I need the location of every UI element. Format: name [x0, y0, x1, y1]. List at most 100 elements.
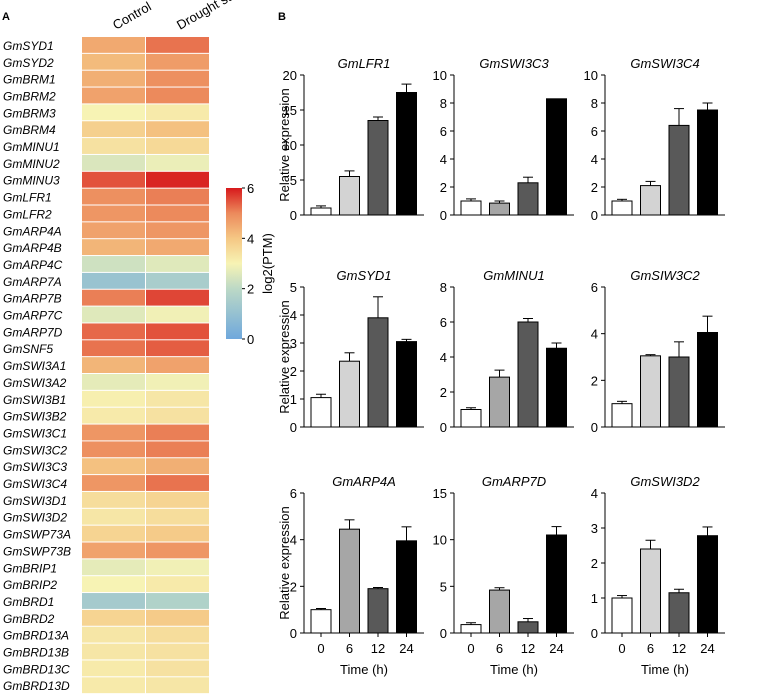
panel-b-label: B: [278, 11, 286, 23]
heatmap-row-label: GmBRD13C: [3, 662, 70, 676]
x-tick-label: 6: [647, 641, 654, 656]
colorbar-tick-label: 2: [247, 282, 254, 297]
heatmap-row-label: GmBRIP2: [3, 578, 57, 592]
heatmap-row-label: GmBRM1: [3, 73, 56, 87]
heatmap-cell: [82, 53, 145, 70]
bar: [367, 120, 389, 216]
bar: [517, 621, 539, 634]
x-axis-label: Time (h): [340, 662, 388, 677]
bar: [697, 535, 718, 634]
heatmap-cell: [82, 374, 145, 390]
heatmap-cell: [82, 205, 145, 222]
y-tick-label: 3: [290, 336, 297, 351]
heatmap-cell: [82, 340, 145, 357]
heatmap-cell: [82, 660, 145, 677]
chart-title: GmARP7D: [482, 474, 546, 489]
y-tick-label: 0: [591, 208, 598, 223]
bar: [339, 528, 360, 634]
heatmap-cell: [146, 222, 209, 239]
heatmap-cell: [146, 272, 209, 289]
y-tick-label: 0: [290, 420, 297, 435]
heatmap-cell: [82, 154, 145, 171]
x-tick-label: 24: [549, 641, 563, 656]
bar: [640, 185, 661, 216]
bar: [668, 356, 690, 428]
y-tick-label: 6: [591, 280, 598, 295]
bar: [668, 124, 690, 216]
heatmap-row-label: GmMINU3: [3, 174, 60, 188]
heatmap-row-label: GmSWI3C3: [3, 460, 67, 474]
heatmap-cell: [146, 508, 209, 525]
bar: [310, 609, 332, 634]
heatmap-row-label: GmSWI3C1: [3, 426, 67, 440]
y-tick-label: 4: [591, 486, 598, 501]
bar: [489, 202, 510, 216]
heatmap-row-label: GmSWI3B1: [3, 393, 66, 407]
bar: [640, 548, 661, 634]
y-axis-label: Relative expression: [277, 88, 292, 201]
heatmap-row-label: GmSWP73A: [3, 528, 71, 542]
y-tick-label: 15: [283, 103, 297, 118]
heatmap-cell: [82, 87, 145, 104]
heatmap-cell: [82, 256, 145, 272]
heatmap-cell: [82, 559, 145, 576]
heatmap-row-label: GmARP7C: [3, 309, 63, 323]
heatmap-cell: [146, 593, 209, 609]
y-tick-label: 6: [591, 124, 598, 139]
x-axis-label: Time (h): [490, 662, 538, 677]
heatmap-cell: [82, 239, 145, 256]
heatmap-cell: [82, 289, 145, 306]
bar: [611, 403, 633, 428]
y-tick-label: 6: [290, 486, 297, 501]
heatmap-row-label: GmSYD2: [3, 56, 54, 70]
bar-chart-panel: GmLFR1 0 5 10 15 20 Relative expression: [277, 56, 424, 223]
bar: [460, 200, 482, 216]
y-tick-label: 0: [440, 420, 447, 435]
x-tick-label: 24: [399, 641, 413, 656]
y-tick-label: 0: [591, 626, 598, 641]
heatmap-row-label: GmSWI3B2: [3, 410, 67, 424]
y-tick-label: 1: [290, 392, 297, 407]
bar-chart-panel: GmARP7D 0 5 10 15 0 6 12 24 Time (h): [433, 474, 574, 677]
heatmap-cell: [146, 53, 209, 70]
y-tick-label: 5: [440, 579, 447, 594]
y-tick-label: 8: [591, 96, 598, 111]
x-tick-label: 24: [700, 641, 714, 656]
heatmap-cell: [82, 441, 145, 458]
bar: [460, 624, 482, 634]
heatmap-cell: [146, 138, 209, 154]
bar: [489, 376, 510, 428]
y-axis-label: Relative expression: [277, 300, 292, 413]
bar: [310, 207, 332, 216]
bar: [546, 98, 567, 216]
y-axis-label: Relative expression: [277, 506, 292, 619]
heatmap-cell: [146, 37, 209, 53]
bar: [339, 360, 360, 428]
heatmap-cell: [146, 205, 209, 222]
x-tick-label: 0: [618, 641, 625, 656]
chart-title: GmSYD1: [337, 268, 392, 283]
heatmap-column-label: Drought stress: [174, 0, 255, 33]
x-axis-label: Time (h): [641, 662, 689, 677]
heatmap-cell: [82, 458, 145, 475]
heatmap-row-label: GmSWI3A1: [3, 359, 66, 373]
x-tick-label: 0: [317, 641, 324, 656]
y-tick-label: 2: [591, 556, 598, 571]
heatmap-cell: [82, 104, 145, 121]
bar: [640, 355, 661, 428]
heatmap-cell: [146, 643, 209, 660]
y-tick-label: 4: [290, 533, 297, 548]
heatmap-cell: [82, 475, 145, 491]
heatmap-cell: [146, 87, 209, 104]
heatmap-row-label: GmBRD1: [3, 595, 54, 609]
chart-title: GmARP4A: [332, 474, 396, 489]
y-tick-label: 10: [584, 68, 598, 83]
heatmap-row-label: GmBRM2: [3, 89, 56, 103]
heatmap-column-label: Control: [110, 0, 154, 33]
heatmap-cell: [82, 323, 145, 340]
bar: [611, 597, 633, 634]
heatmap-cell: [82, 609, 145, 626]
y-tick-label: 8: [440, 96, 447, 111]
heatmap-row-label: GmSWI3D1: [3, 494, 67, 508]
